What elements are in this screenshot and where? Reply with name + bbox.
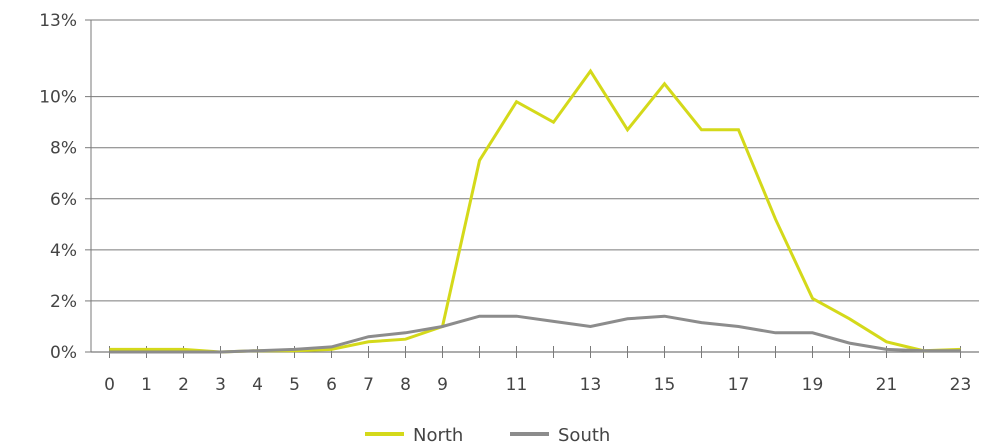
- y-tick-label: 10%: [39, 88, 77, 108]
- legend: North South: [365, 425, 610, 446]
- x-tick-label: 17: [728, 375, 750, 395]
- y-tick-label: 8%: [50, 139, 77, 159]
- x-tick-label: 5: [289, 375, 300, 395]
- x-tick-label: 4: [252, 375, 263, 395]
- y-tick-label: 0%: [50, 343, 77, 363]
- series-line-north: [109, 68, 961, 354]
- y-tick-label: 13%: [39, 11, 77, 31]
- x-tick-label: 13: [580, 375, 602, 395]
- x-tick-label: 8: [400, 375, 411, 395]
- x-tick-label: 9: [437, 375, 448, 395]
- y-tick-label: 2%: [50, 292, 77, 312]
- tick-labels: 0%2%4%6%8%10%13%0 1 2 3 4 5 6 7 8 9 11 13 15 17 19 21 23: [39, 11, 971, 395]
- x-tick-label: 3: [215, 375, 226, 395]
- x-tick-label: 15: [654, 375, 676, 395]
- x-tick-label: 1: [141, 375, 152, 395]
- x-tick-label: 0: [104, 375, 115, 395]
- x-tick-label: 19: [802, 375, 824, 395]
- legend-label-north: North: [413, 425, 463, 446]
- x-tick-label: 21: [876, 375, 898, 395]
- grid-lines: [91, 19, 979, 302]
- axes: [85, 19, 979, 358]
- x-tick-label: 2: [178, 375, 189, 395]
- x-tick-label: 23: [950, 375, 972, 395]
- x-tick-label: 6: [326, 375, 337, 395]
- series-lines: [109, 68, 961, 354]
- y-tick-label: 4%: [50, 241, 77, 261]
- series-line-south: [109, 314, 961, 354]
- y-tick-label: 6%: [50, 190, 77, 210]
- x-tick-label: 7: [363, 375, 374, 395]
- x-tick-label: 11: [506, 375, 528, 395]
- legend-label-south: South: [558, 425, 610, 446]
